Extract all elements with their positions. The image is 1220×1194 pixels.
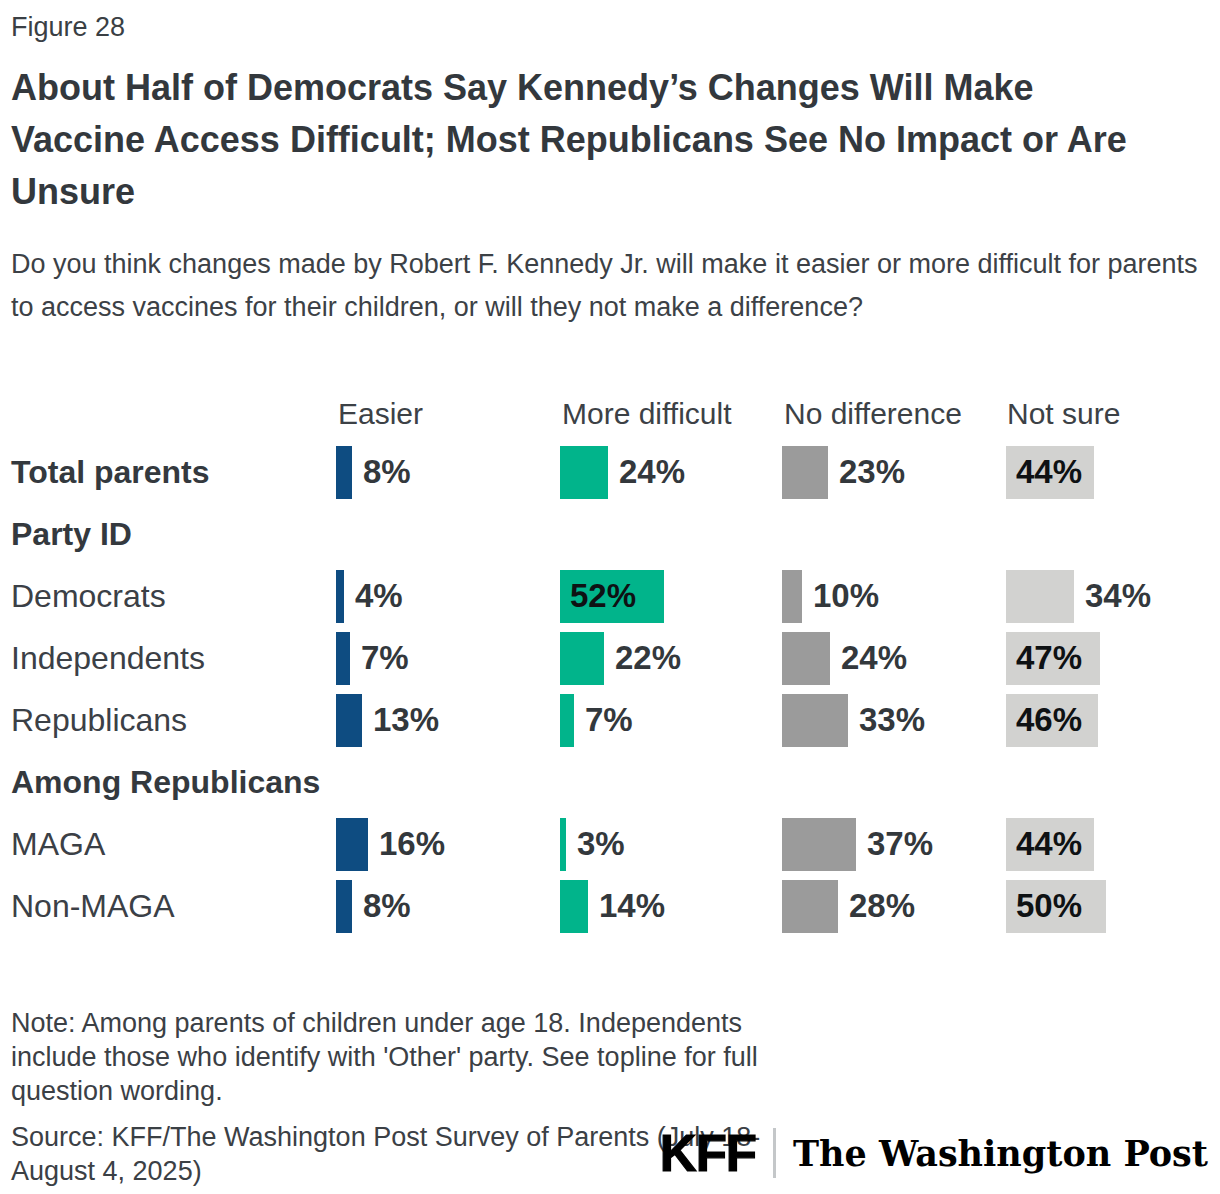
bar-value-democrats-easier: 4% xyxy=(355,575,403,617)
row-label-maga: MAGA xyxy=(11,823,105,865)
logo-divider xyxy=(773,1128,776,1178)
column-header-not-sure: Not sure xyxy=(1007,397,1120,431)
row-label-republicans: Republicans xyxy=(11,699,187,741)
row-label-total-parents: Total parents xyxy=(11,451,210,493)
bar-non-maga-easier xyxy=(336,880,352,933)
bar-maga-no-difference xyxy=(782,818,856,871)
bar-value-independents-more-difficult: 22% xyxy=(615,637,681,679)
column-header-more-difficult: More difficult xyxy=(562,397,732,431)
bar-value-maga-not-sure: 44% xyxy=(1016,823,1082,865)
column-header-easier: Easier xyxy=(338,397,423,431)
bar-total-parents-easier xyxy=(336,446,352,499)
chart-question: Do you think changes made by Robert F. K… xyxy=(11,243,1207,329)
bar-value-independents-no-difference: 24% xyxy=(841,637,907,679)
figure-label: Figure 28 xyxy=(11,12,125,43)
bar-value-republicans-more-difficult: 7% xyxy=(585,699,633,741)
bar-value-non-maga-no-difference: 28% xyxy=(849,885,915,927)
row-label-non-maga: Non-MAGA xyxy=(11,885,175,927)
bar-value-total-parents-more-difficult: 24% xyxy=(619,451,685,493)
bar-value-democrats-more-difficult: 52% xyxy=(570,575,636,617)
bar-total-parents-more-difficult xyxy=(560,446,608,499)
washington-post-logo: The Washington Post xyxy=(793,1133,1208,1174)
section-label-party-id: Party ID xyxy=(11,513,132,555)
bar-value-republicans-no-difference: 33% xyxy=(859,699,925,741)
bar-chart: Easier More difficult No difference Not sur… xyxy=(0,395,1220,961)
bar-non-maga-no-difference xyxy=(782,880,838,933)
chart-title: About Half of Democrats Say Kennedy’s Ch… xyxy=(11,62,1176,218)
bar-value-maga-easier: 16% xyxy=(379,823,445,865)
bar-value-non-maga-easier: 8% xyxy=(363,885,411,927)
bar-value-total-parents-not-sure: 44% xyxy=(1016,451,1082,493)
bar-republicans-more-difficult xyxy=(560,694,574,747)
bar-value-independents-easier: 7% xyxy=(361,637,409,679)
bar-value-non-maga-not-sure: 50% xyxy=(1016,885,1082,927)
bar-democrats-not-sure xyxy=(1006,570,1074,623)
bar-total-parents-no-difference xyxy=(782,446,828,499)
bar-maga-easier xyxy=(336,818,368,871)
bar-independents-no-difference xyxy=(782,632,830,685)
bar-value-democrats-not-sure: 34% xyxy=(1085,575,1151,617)
bar-independents-more-difficult xyxy=(560,632,604,685)
bar-republicans-easier xyxy=(336,694,362,747)
bar-non-maga-more-difficult xyxy=(560,880,588,933)
column-header-no-difference: No difference xyxy=(784,397,962,431)
kff-logo: KFF xyxy=(660,1124,756,1183)
bar-value-republicans-easier: 13% xyxy=(373,699,439,741)
bar-value-maga-more-difficult: 3% xyxy=(577,823,625,865)
bar-democrats-no-difference xyxy=(782,570,802,623)
bar-maga-more-difficult xyxy=(560,818,566,871)
bar-value-total-parents-easier: 8% xyxy=(363,451,411,493)
bar-value-democrats-no-difference: 10% xyxy=(813,575,879,617)
bar-independents-easier xyxy=(336,632,350,685)
bar-democrats-easier xyxy=(336,570,344,623)
section-label-among-republicans: Among Republicans xyxy=(11,761,320,803)
bar-republicans-no-difference xyxy=(782,694,848,747)
row-label-democrats: Democrats xyxy=(11,575,166,617)
bar-value-total-parents-no-difference: 23% xyxy=(839,451,905,493)
bar-value-maga-no-difference: 37% xyxy=(867,823,933,865)
bar-value-republicans-not-sure: 46% xyxy=(1016,699,1082,741)
row-label-independents: Independents xyxy=(11,637,205,679)
bar-value-non-maga-more-difficult: 14% xyxy=(599,885,665,927)
bar-value-independents-not-sure: 47% xyxy=(1016,637,1082,679)
footer-logos: KFF The Washington Post xyxy=(660,1126,1208,1180)
chart-note: Note: Among parents of children under ag… xyxy=(11,1006,779,1108)
